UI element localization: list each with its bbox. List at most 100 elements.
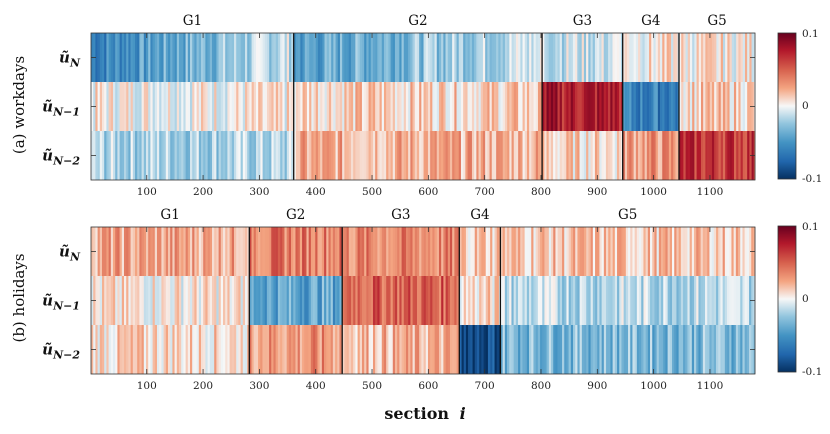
heatmap-cell bbox=[606, 325, 609, 374]
row-label: ũN−2 bbox=[42, 147, 80, 168]
heatmap-cell bbox=[664, 131, 667, 180]
heatmap-cell bbox=[640, 82, 643, 131]
heatmap-cell bbox=[181, 82, 184, 131]
heatmap-cell bbox=[480, 82, 484, 131]
heatmap-cell bbox=[414, 276, 418, 325]
heatmap-cell bbox=[474, 33, 477, 82]
heatmap-cell bbox=[408, 131, 411, 180]
heatmap-cell bbox=[463, 82, 466, 131]
heatmap-cell bbox=[746, 227, 750, 276]
heatmap-cell bbox=[117, 227, 120, 276]
heatmap-cell bbox=[577, 325, 580, 374]
heatmap-cell bbox=[381, 82, 385, 131]
heatmap-cell bbox=[481, 227, 484, 276]
heatmap-cell bbox=[487, 131, 490, 180]
heatmap-cell bbox=[744, 325, 748, 374]
heatmap-cell bbox=[612, 276, 616, 325]
heatmap-cell bbox=[714, 82, 717, 131]
heatmap-cell bbox=[115, 82, 118, 131]
heatmap-cell bbox=[295, 131, 299, 180]
heatmap-cell bbox=[617, 325, 620, 374]
heatmap-cell bbox=[216, 227, 219, 276]
heatmap-cell bbox=[190, 276, 193, 325]
heatmap-cell bbox=[742, 33, 746, 82]
heatmap-cell bbox=[117, 82, 120, 131]
heatmap-cell bbox=[443, 33, 446, 82]
heatmap-cell bbox=[102, 33, 105, 82]
heatmap-cell bbox=[509, 325, 512, 374]
heatmap-cell bbox=[470, 325, 473, 374]
heatmap-cell bbox=[675, 82, 678, 131]
heatmap-cell bbox=[696, 325, 699, 374]
heatmap-cell bbox=[319, 276, 323, 325]
heatmap-cell bbox=[163, 227, 167, 276]
heatmap-cell bbox=[121, 325, 125, 374]
heatmap-cell bbox=[592, 33, 596, 82]
heatmap-cell bbox=[306, 276, 309, 325]
heatmap-cell bbox=[286, 33, 290, 82]
heatmap-cell bbox=[148, 227, 151, 276]
heatmap-cell bbox=[490, 276, 493, 325]
heatmap-cell bbox=[548, 227, 552, 276]
heatmap-cell bbox=[579, 325, 583, 374]
heatmap-cell bbox=[729, 325, 732, 374]
heatmap-cell bbox=[359, 276, 363, 325]
heatmap-cell bbox=[165, 82, 169, 131]
heatmap-cell bbox=[172, 33, 175, 82]
heatmap-cell bbox=[625, 276, 629, 325]
heatmap-cell bbox=[436, 276, 440, 325]
heatmap-cell bbox=[231, 33, 235, 82]
heatmap-cell bbox=[148, 131, 151, 180]
heatmap-cell bbox=[663, 227, 666, 276]
heatmap-cell bbox=[313, 131, 317, 180]
heatmap-cell bbox=[619, 276, 622, 325]
heatmap-cell bbox=[295, 33, 299, 82]
heatmap-cell bbox=[603, 131, 607, 180]
heatmap-cell bbox=[168, 82, 171, 131]
heatmap-cell bbox=[355, 227, 358, 276]
heatmap-cell bbox=[635, 33, 639, 82]
heatmap-cell bbox=[498, 131, 501, 180]
heatmap-cell bbox=[137, 131, 140, 180]
heatmap-cell bbox=[559, 82, 563, 131]
heatmap-cell bbox=[185, 325, 189, 374]
heatmap-cell bbox=[592, 227, 596, 276]
heatmap-cell bbox=[408, 227, 411, 276]
heatmap-cell bbox=[583, 82, 587, 131]
heatmap-cell bbox=[179, 33, 182, 82]
heatmap-cell bbox=[383, 276, 387, 325]
heatmap-cell bbox=[366, 227, 369, 276]
heatmap-cell bbox=[223, 82, 226, 131]
heatmap-cell bbox=[364, 276, 367, 325]
heatmap-cell bbox=[146, 33, 149, 82]
heatmap-cell bbox=[190, 227, 193, 276]
heatmap-cell bbox=[359, 33, 363, 82]
heatmap-cell bbox=[540, 33, 543, 82]
heatmap-cell bbox=[170, 82, 173, 131]
heatmap-cell bbox=[394, 131, 398, 180]
heatmap-cell bbox=[403, 325, 407, 374]
heatmap-cell bbox=[502, 227, 506, 276]
heatmap-cell bbox=[278, 82, 281, 131]
heatmap-cell bbox=[392, 82, 396, 131]
heatmap-cell bbox=[113, 325, 116, 374]
heatmap-cell bbox=[599, 82, 602, 131]
heatmap-cell bbox=[454, 325, 457, 374]
heatmap-cell bbox=[346, 325, 350, 374]
heatmap-cell bbox=[124, 227, 127, 276]
heatmap-cell bbox=[397, 33, 400, 82]
heatmap-cell bbox=[667, 325, 671, 374]
heatmap-cell bbox=[526, 82, 530, 131]
heatmap-cell bbox=[229, 227, 233, 276]
heatmap-cell bbox=[291, 276, 294, 325]
heatmap-cell bbox=[115, 227, 118, 276]
heatmap-cell bbox=[518, 82, 521, 131]
heatmap-cell bbox=[262, 276, 265, 325]
heatmap-cell bbox=[577, 131, 580, 180]
heatmap-cell bbox=[161, 82, 164, 131]
heatmap-cell bbox=[643, 227, 646, 276]
heatmap-cell bbox=[315, 33, 319, 82]
heatmap-cell bbox=[165, 131, 169, 180]
heatmap-cell bbox=[375, 325, 378, 374]
heatmap-cell bbox=[293, 33, 297, 82]
